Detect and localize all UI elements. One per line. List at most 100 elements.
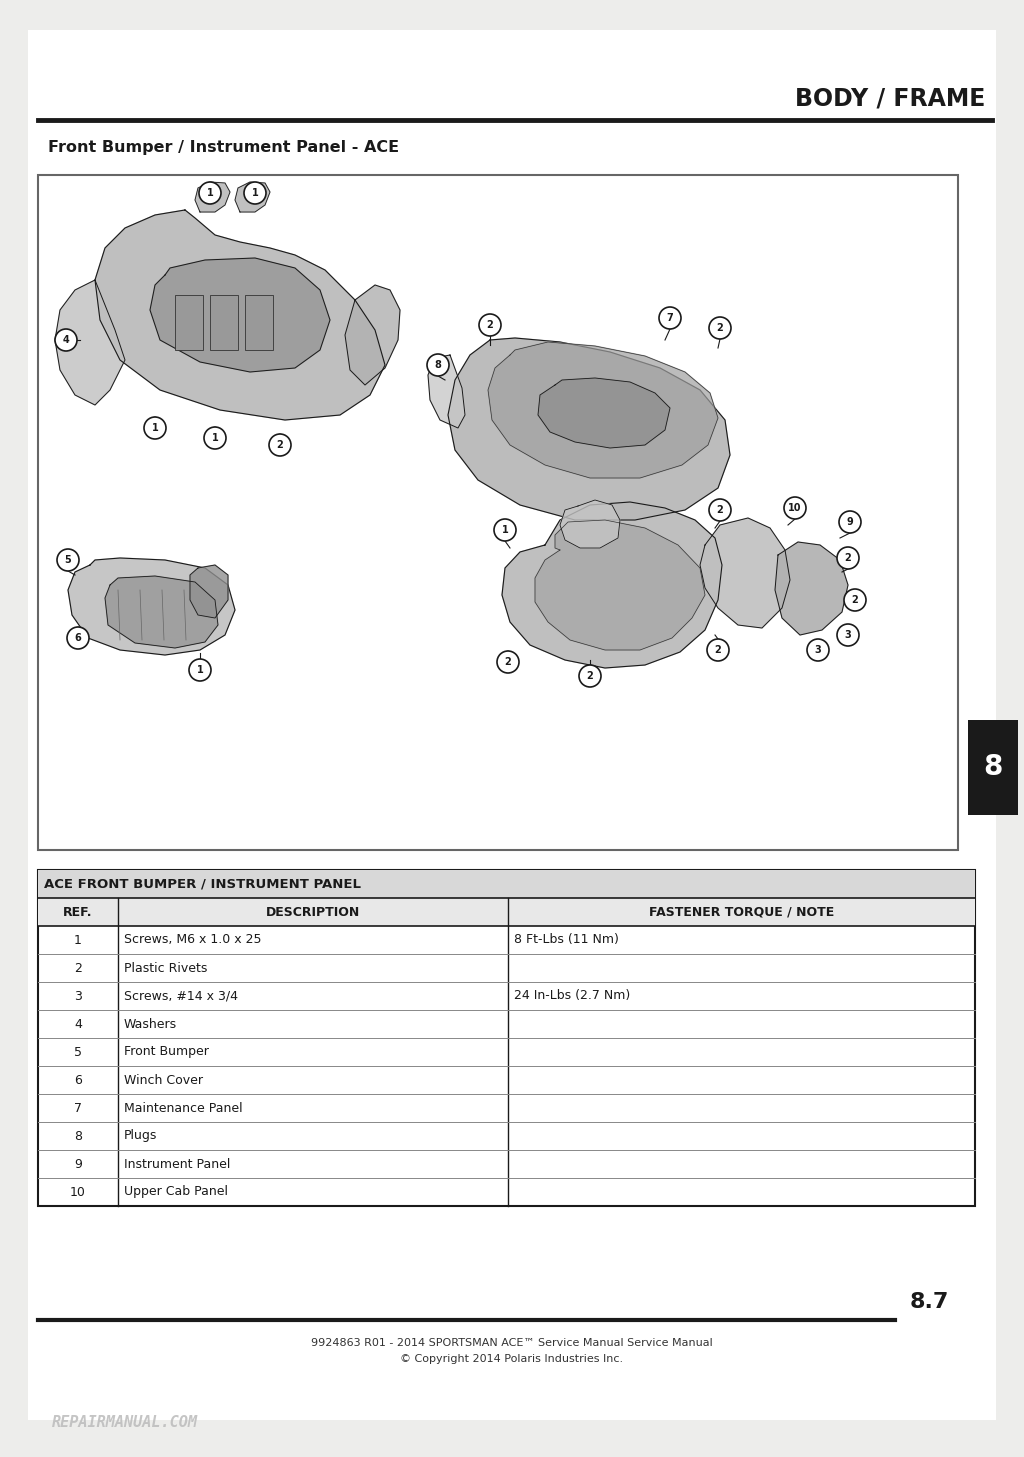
Polygon shape xyxy=(55,280,125,405)
Text: 1: 1 xyxy=(74,934,82,947)
Text: REPAIRMANUAL.COM: REPAIRMANUAL.COM xyxy=(52,1415,198,1429)
Polygon shape xyxy=(449,338,730,520)
Text: 10: 10 xyxy=(788,503,802,513)
Text: 4: 4 xyxy=(74,1017,82,1030)
Text: Plastic Rivets: Plastic Rivets xyxy=(124,962,208,975)
Polygon shape xyxy=(700,519,790,628)
Text: 8: 8 xyxy=(983,753,1002,781)
Circle shape xyxy=(204,427,226,449)
Circle shape xyxy=(57,549,79,571)
Text: 1: 1 xyxy=(207,188,213,198)
Text: 1: 1 xyxy=(252,188,258,198)
Text: 6: 6 xyxy=(75,632,81,643)
Text: 1: 1 xyxy=(152,423,159,433)
Circle shape xyxy=(839,511,861,533)
FancyBboxPatch shape xyxy=(968,720,1018,814)
Text: Front Bumper / Instrument Panel - ACE: Front Bumper / Instrument Panel - ACE xyxy=(48,140,399,154)
Circle shape xyxy=(709,498,731,522)
Polygon shape xyxy=(428,356,465,428)
Text: Screws, M6 x 1.0 x 25: Screws, M6 x 1.0 x 25 xyxy=(124,934,261,947)
Text: 2: 2 xyxy=(276,440,284,450)
Circle shape xyxy=(837,546,859,570)
Polygon shape xyxy=(345,286,400,385)
Text: 6: 6 xyxy=(74,1074,82,1087)
Text: 5: 5 xyxy=(65,555,72,565)
Text: Maintenance Panel: Maintenance Panel xyxy=(124,1101,243,1115)
Text: 7: 7 xyxy=(667,313,674,323)
Text: 2: 2 xyxy=(505,657,511,667)
Text: 7: 7 xyxy=(74,1101,82,1115)
Circle shape xyxy=(837,624,859,645)
FancyBboxPatch shape xyxy=(28,31,996,1421)
Polygon shape xyxy=(68,558,234,656)
Circle shape xyxy=(709,318,731,339)
Text: 3: 3 xyxy=(845,629,851,640)
Circle shape xyxy=(844,589,866,610)
Polygon shape xyxy=(195,182,230,213)
Text: 2: 2 xyxy=(486,321,494,329)
Text: 2: 2 xyxy=(717,506,723,514)
Text: 10: 10 xyxy=(70,1186,86,1199)
Circle shape xyxy=(497,651,519,673)
Circle shape xyxy=(67,627,89,648)
Text: © Copyright 2014 Polaris Industries Inc.: © Copyright 2014 Polaris Industries Inc. xyxy=(400,1354,624,1364)
Text: 24 In-Lbs (2.7 Nm): 24 In-Lbs (2.7 Nm) xyxy=(514,989,630,1002)
Circle shape xyxy=(269,434,291,456)
Circle shape xyxy=(427,354,449,376)
Circle shape xyxy=(55,329,77,351)
Circle shape xyxy=(479,315,501,337)
Text: 2: 2 xyxy=(74,962,82,975)
Text: Upper Cab Panel: Upper Cab Panel xyxy=(124,1186,228,1199)
Circle shape xyxy=(707,640,729,661)
Text: 2: 2 xyxy=(587,672,593,680)
Text: 3: 3 xyxy=(815,645,821,656)
FancyBboxPatch shape xyxy=(38,175,958,849)
Circle shape xyxy=(494,519,516,541)
Circle shape xyxy=(659,307,681,329)
Polygon shape xyxy=(190,565,228,618)
FancyBboxPatch shape xyxy=(38,898,975,927)
Text: Winch Cover: Winch Cover xyxy=(124,1074,203,1087)
Text: FASTENER TORQUE / NOTE: FASTENER TORQUE / NOTE xyxy=(649,905,835,918)
Polygon shape xyxy=(502,503,722,667)
FancyBboxPatch shape xyxy=(38,870,975,1206)
Text: 2: 2 xyxy=(852,594,858,605)
Text: Washers: Washers xyxy=(124,1017,177,1030)
Text: 3: 3 xyxy=(74,989,82,1002)
Polygon shape xyxy=(105,576,218,648)
Text: 8 Ft-Lbs (11 Nm): 8 Ft-Lbs (11 Nm) xyxy=(514,934,618,947)
Circle shape xyxy=(144,417,166,439)
Text: 9924863 R01 - 2014 SPORTSMAN ACE™ Service Manual Service Manual: 9924863 R01 - 2014 SPORTSMAN ACE™ Servic… xyxy=(311,1338,713,1348)
Text: Instrument Panel: Instrument Panel xyxy=(124,1157,230,1170)
Polygon shape xyxy=(234,182,270,213)
Circle shape xyxy=(189,659,211,680)
Polygon shape xyxy=(150,258,330,372)
FancyBboxPatch shape xyxy=(38,870,975,898)
Text: Plugs: Plugs xyxy=(124,1129,158,1142)
Polygon shape xyxy=(775,542,848,635)
Text: 8.7: 8.7 xyxy=(910,1292,949,1311)
Text: 2: 2 xyxy=(717,323,723,334)
Circle shape xyxy=(807,640,829,661)
Text: Screws, #14 x 3/4: Screws, #14 x 3/4 xyxy=(124,989,238,1002)
Polygon shape xyxy=(488,342,718,478)
Text: 8: 8 xyxy=(434,360,441,370)
Text: 9: 9 xyxy=(74,1157,82,1170)
Text: 1: 1 xyxy=(212,433,218,443)
Text: Front Bumper: Front Bumper xyxy=(124,1046,209,1058)
Text: 2: 2 xyxy=(715,645,721,656)
Circle shape xyxy=(579,664,601,688)
Polygon shape xyxy=(95,210,385,420)
Text: ACE FRONT BUMPER / INSTRUMENT PANEL: ACE FRONT BUMPER / INSTRUMENT PANEL xyxy=(44,877,361,890)
Polygon shape xyxy=(535,520,705,650)
Text: REF.: REF. xyxy=(63,905,93,918)
Polygon shape xyxy=(560,500,620,548)
Polygon shape xyxy=(538,377,670,447)
Text: 2: 2 xyxy=(845,554,851,562)
Text: 1: 1 xyxy=(502,525,508,535)
FancyBboxPatch shape xyxy=(245,294,273,350)
Circle shape xyxy=(244,182,266,204)
Text: 5: 5 xyxy=(74,1046,82,1058)
Text: 9: 9 xyxy=(847,517,853,527)
FancyBboxPatch shape xyxy=(175,294,203,350)
